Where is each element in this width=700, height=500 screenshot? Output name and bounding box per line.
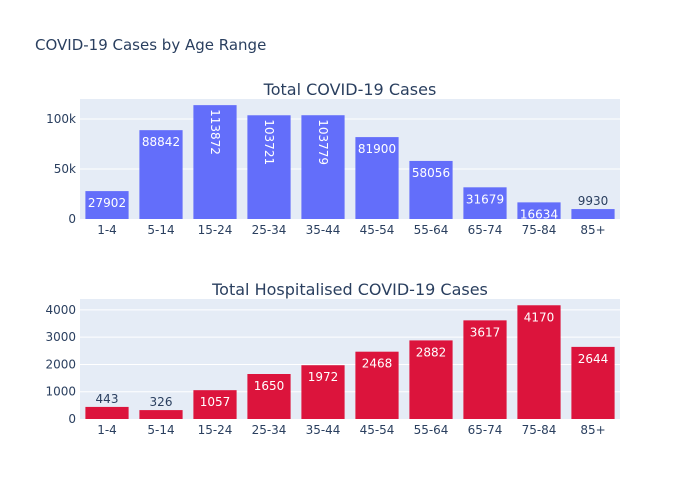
data-label: 81900: [358, 142, 396, 156]
y-tick-label: 2000: [45, 357, 76, 371]
y-tick-label: 0: [68, 412, 76, 426]
y-tick-label: 0: [68, 212, 76, 226]
data-label: 27902: [88, 196, 126, 210]
data-label: 1650: [254, 379, 285, 393]
bar: [571, 209, 615, 219]
bar: [409, 340, 453, 419]
data-label: 16634: [520, 207, 558, 221]
bar: [517, 202, 561, 219]
bar: [301, 115, 345, 219]
data-label: 3617: [470, 325, 501, 339]
x-tick-label: 35-44: [306, 223, 341, 237]
bar: [85, 406, 129, 419]
y-tick-label: 1000: [45, 385, 76, 399]
data-label: 103779: [316, 119, 330, 165]
chart-title: COVID-19 Cases by Age Range: [35, 36, 267, 54]
bar: [193, 105, 237, 219]
data-label: 103721: [262, 119, 276, 165]
subplot-title-1: Total COVID-19 Cases: [263, 80, 437, 99]
y-tick-label: 100k: [46, 112, 76, 126]
data-label: 443: [96, 392, 119, 406]
y-tick-label: 50k: [54, 162, 76, 176]
data-label: 113872: [208, 109, 222, 155]
data-label: 2468: [362, 357, 393, 371]
x-tick-label: 5-14: [147, 423, 174, 437]
x-tick-label: 1-4: [97, 223, 117, 237]
x-tick-label: 65-74: [468, 423, 503, 437]
x-tick-label: 85+: [580, 423, 605, 437]
bar: [247, 115, 291, 219]
x-tick-label: 1-4: [97, 423, 117, 437]
data-label: 88842: [142, 135, 180, 149]
bar: [355, 137, 399, 219]
bar: [409, 160, 453, 219]
x-tick-label: 85+: [580, 223, 605, 237]
bar: [247, 374, 291, 419]
data-label: 58056: [412, 166, 450, 180]
y-tick-label: 4000: [45, 303, 76, 317]
bar: [139, 410, 183, 419]
data-label: 1057: [200, 395, 231, 409]
data-label: 326: [150, 395, 173, 409]
subplot-title-2: Total Hospitalised COVID-19 Cases: [211, 280, 488, 299]
x-tick-label: 25-34: [252, 423, 287, 437]
bar: [301, 365, 345, 419]
x-tick-label: 35-44: [306, 423, 341, 437]
x-tick-label: 15-24: [198, 423, 233, 437]
x-tick-label: 25-34: [252, 223, 287, 237]
y-tick-label: 3000: [45, 330, 76, 344]
bar: [463, 187, 507, 219]
bar: [463, 320, 507, 419]
data-label: 2882: [416, 345, 447, 359]
x-tick-label: 45-54: [360, 423, 395, 437]
bar: [571, 346, 615, 419]
bar: [193, 390, 237, 419]
x-tick-label: 65-74: [468, 223, 503, 237]
bar: [517, 305, 561, 419]
x-tick-label: 5-14: [147, 223, 174, 237]
data-label: 9930: [578, 194, 609, 208]
x-tick-label: 55-64: [414, 223, 449, 237]
data-label: 31679: [466, 192, 504, 206]
x-tick-label: 45-54: [360, 223, 395, 237]
data-label: 4170: [524, 310, 555, 324]
x-tick-label: 75-84: [522, 423, 557, 437]
bar: [85, 191, 129, 219]
x-tick-label: 75-84: [522, 223, 557, 237]
x-tick-label: 15-24: [198, 223, 233, 237]
bar: [139, 130, 183, 219]
data-label: 2644: [578, 352, 609, 366]
x-tick-label: 55-64: [414, 423, 449, 437]
data-label: 1972: [308, 370, 339, 384]
bar: [355, 351, 399, 419]
